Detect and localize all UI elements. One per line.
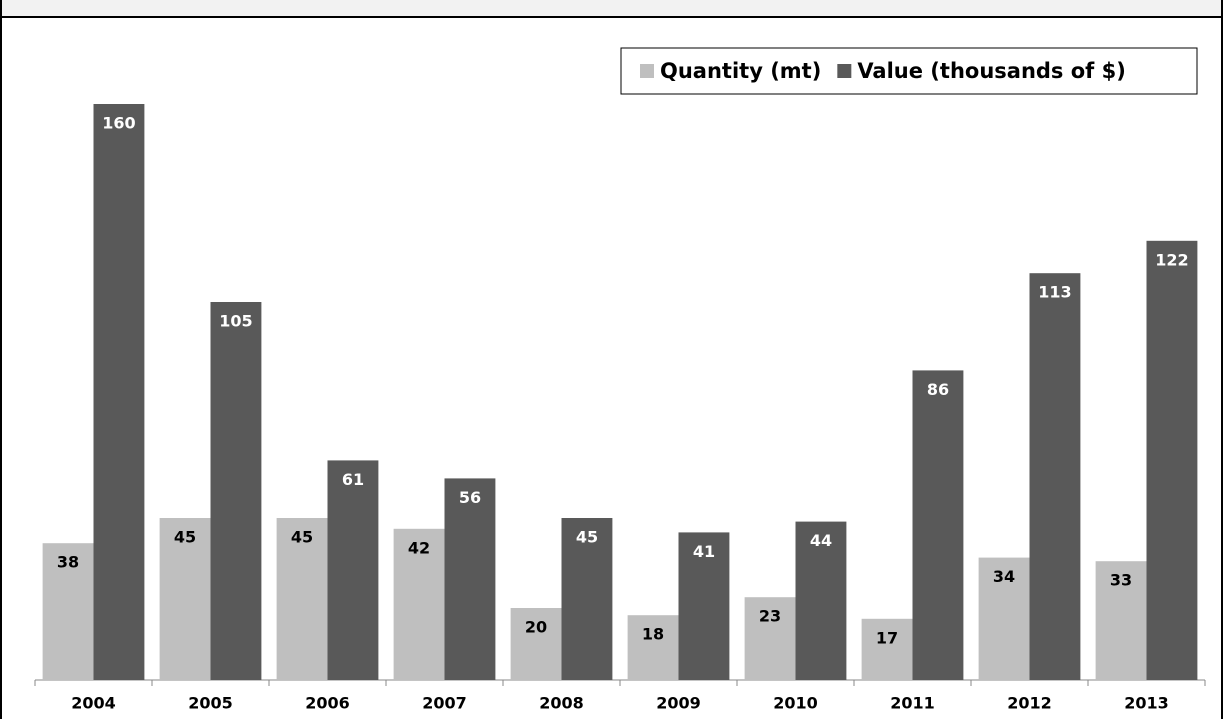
x-tick-label: 2005 bbox=[188, 694, 233, 713]
data-label: 45 bbox=[576, 528, 598, 547]
bar bbox=[210, 302, 262, 680]
bar bbox=[510, 608, 562, 680]
bar bbox=[1146, 240, 1198, 681]
data-label: 20 bbox=[525, 618, 547, 637]
data-label: 122 bbox=[1155, 250, 1188, 269]
bar bbox=[42, 543, 94, 680]
legend-swatch bbox=[640, 64, 654, 78]
data-label: 17 bbox=[876, 628, 898, 647]
x-tick-label: 2006 bbox=[305, 694, 350, 713]
x-tick-label: 2010 bbox=[773, 694, 818, 713]
bar bbox=[159, 518, 211, 680]
x-tick-label: 2011 bbox=[890, 694, 935, 713]
bar bbox=[1095, 561, 1147, 680]
data-label: 34 bbox=[993, 567, 1015, 586]
bar bbox=[744, 597, 796, 680]
data-label: 23 bbox=[759, 607, 781, 626]
data-label: 18 bbox=[642, 625, 664, 644]
x-tick-label: 2012 bbox=[1007, 694, 1052, 713]
legend-label: Quantity (mt) bbox=[660, 59, 821, 83]
data-label: 33 bbox=[1110, 571, 1132, 590]
bar bbox=[276, 518, 328, 680]
bar bbox=[627, 615, 679, 680]
bar bbox=[327, 460, 379, 680]
bar bbox=[978, 557, 1030, 680]
x-tick-label: 2004 bbox=[71, 694, 116, 713]
data-label: 42 bbox=[408, 538, 430, 557]
legend-swatch bbox=[837, 64, 852, 78]
data-label: 45 bbox=[291, 528, 313, 547]
data-label: 38 bbox=[57, 553, 79, 572]
x-tick-label: 2009 bbox=[656, 694, 701, 713]
bar bbox=[93, 104, 145, 680]
data-label: 45 bbox=[174, 528, 196, 547]
x-tick-label: 2007 bbox=[422, 694, 467, 713]
data-label: 61 bbox=[342, 470, 364, 489]
header-band bbox=[0, 0, 1223, 18]
legend-label: Value (thousands of $) bbox=[857, 59, 1126, 83]
data-label: 56 bbox=[459, 488, 481, 507]
data-label: 113 bbox=[1038, 283, 1071, 302]
bar bbox=[795, 521, 847, 680]
bar bbox=[912, 370, 964, 680]
x-tick-label: 2013 bbox=[1124, 694, 1169, 713]
data-label: 41 bbox=[693, 542, 715, 561]
data-label: 44 bbox=[810, 531, 832, 550]
bar bbox=[444, 478, 496, 680]
bar bbox=[861, 618, 913, 680]
data-label: 86 bbox=[927, 380, 949, 399]
bar bbox=[393, 528, 445, 680]
data-label: 105 bbox=[219, 312, 252, 331]
x-tick-label: 2008 bbox=[539, 694, 584, 713]
legend-box bbox=[620, 47, 1198, 95]
bar bbox=[1029, 273, 1081, 680]
data-label: 160 bbox=[102, 114, 135, 133]
bar bbox=[561, 518, 613, 680]
bar bbox=[678, 532, 730, 680]
